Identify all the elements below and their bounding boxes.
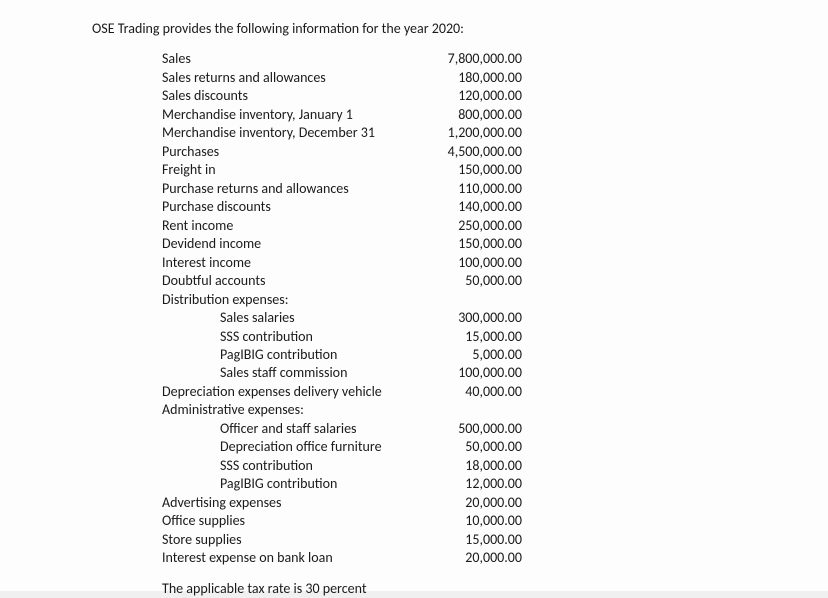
data-row: Purchase discounts140,000.00 <box>162 198 828 216</box>
data-row: Officer and staff salaries500,000.00 <box>162 420 828 438</box>
row-value: 300,000.00 <box>422 309 522 327</box>
row-label: Purchases <box>162 143 422 161</box>
row-label: Purchase returns and allowances <box>162 180 422 198</box>
data-row: Merchandise inventory, December 311,200,… <box>162 124 828 142</box>
row-value: 7,800,000.00 <box>422 50 522 68</box>
row-value: 100,000.00 <box>422 364 522 382</box>
row-value: 20,000.00 <box>422 549 522 567</box>
data-row: Purchases4,500,000.00 <box>162 143 828 161</box>
data-row: PagIBIG contribution5,000.00 <box>162 346 828 364</box>
row-value: 120,000.00 <box>422 87 522 105</box>
row-label: Administrative expenses: <box>162 401 422 419</box>
row-label: Store supplies <box>162 531 422 549</box>
footer-text: The applicable tax rate is 30 percent <box>92 580 828 598</box>
data-row: Office supplies10,000.00 <box>162 512 828 530</box>
row-value: 50,000.00 <box>422 438 522 456</box>
row-value: 1,200,000.00 <box>422 124 522 142</box>
row-label: Depreciation office furniture <box>162 438 422 456</box>
row-label: Doubtful accounts <box>162 272 422 290</box>
row-value: 180,000.00 <box>422 69 522 87</box>
data-row: Sales salaries300,000.00 <box>162 309 828 327</box>
data-row: PagIBIG contribution12,000.00 <box>162 475 828 493</box>
row-label: Depreciation expenses delivery vehicle <box>162 383 422 401</box>
data-row: Rent income250,000.00 <box>162 217 828 235</box>
data-row: Sales7,800,000.00 <box>162 50 828 68</box>
row-value: 40,000.00 <box>422 383 522 401</box>
data-row: Sales discounts120,000.00 <box>162 87 828 105</box>
row-label: PagIBIG contribution <box>162 475 422 493</box>
data-row: Distribution expenses: <box>162 291 828 309</box>
row-label: PagIBIG contribution <box>162 346 422 364</box>
row-label: SSS contribution <box>162 457 422 475</box>
data-row: SSS contribution18,000.00 <box>162 457 828 475</box>
row-label: Sales discounts <box>162 87 422 105</box>
row-value: 140,000.00 <box>422 198 522 216</box>
intro-text: OSE Trading provides the following infor… <box>92 20 828 38</box>
data-row: Interest income100,000.00 <box>162 254 828 272</box>
data-row: SSS contribution15,000.00 <box>162 328 828 346</box>
row-label: SSS contribution <box>162 328 422 346</box>
row-label: Advertising expenses <box>162 494 422 512</box>
row-label: Interest income <box>162 254 422 272</box>
row-value: 150,000.00 <box>422 235 522 253</box>
data-row: Merchandise inventory, January 1800,000.… <box>162 106 828 124</box>
data-row: Sales returns and allowances180,000.00 <box>162 69 828 87</box>
row-label: Sales returns and allowances <box>162 69 422 87</box>
row-label: Office supplies <box>162 512 422 530</box>
row-label: Merchandise inventory, January 1 <box>162 106 422 124</box>
row-label: Devidend income <box>162 235 422 253</box>
row-value: 100,000.00 <box>422 254 522 272</box>
row-label: Distribution expenses: <box>162 291 422 309</box>
row-label: Sales staff commission <box>162 364 422 382</box>
row-value: 500,000.00 <box>422 420 522 438</box>
data-row: Advertising expenses20,000.00 <box>162 494 828 512</box>
data-row: Sales staff commission100,000.00 <box>162 364 828 382</box>
row-value: 5,000.00 <box>422 346 522 364</box>
row-label: Interest expense on bank loan <box>162 549 422 567</box>
row-value: 18,000.00 <box>422 457 522 475</box>
data-row: Administrative expenses: <box>162 401 828 419</box>
row-value <box>422 401 522 419</box>
data-row: Depreciation expenses delivery vehicle40… <box>162 383 828 401</box>
row-value: 150,000.00 <box>422 161 522 179</box>
data-row: Purchase returns and allowances110,000.0… <box>162 180 828 198</box>
row-value: 50,000.00 <box>422 272 522 290</box>
data-row: Depreciation office furniture50,000.00 <box>162 438 828 456</box>
row-label: Officer and staff salaries <box>162 420 422 438</box>
data-row: Devidend income150,000.00 <box>162 235 828 253</box>
row-label: Rent income <box>162 217 422 235</box>
row-value: 12,000.00 <box>422 475 522 493</box>
document-page: OSE Trading provides the following infor… <box>0 0 828 591</box>
data-row: Doubtful accounts50,000.00 <box>162 272 828 290</box>
data-rows: Sales7,800,000.00Sales returns and allow… <box>92 50 828 567</box>
row-value: 250,000.00 <box>422 217 522 235</box>
row-label: Freight in <box>162 161 422 179</box>
row-value: 20,000.00 <box>422 494 522 512</box>
row-value: 10,000.00 <box>422 512 522 530</box>
row-label: Sales salaries <box>162 309 422 327</box>
row-value: 4,500,000.00 <box>422 143 522 161</box>
row-value: 110,000.00 <box>422 180 522 198</box>
row-label: Purchase discounts <box>162 198 422 216</box>
row-value: 800,000.00 <box>422 106 522 124</box>
row-value: 15,000.00 <box>422 531 522 549</box>
data-row: Interest expense on bank loan20,000.00 <box>162 549 828 567</box>
row-label: Sales <box>162 50 422 68</box>
data-row: Store supplies15,000.00 <box>162 531 828 549</box>
data-row: Freight in150,000.00 <box>162 161 828 179</box>
row-value <box>422 291 522 309</box>
row-value: 15,000.00 <box>422 328 522 346</box>
row-label: Merchandise inventory, December 31 <box>162 124 422 142</box>
